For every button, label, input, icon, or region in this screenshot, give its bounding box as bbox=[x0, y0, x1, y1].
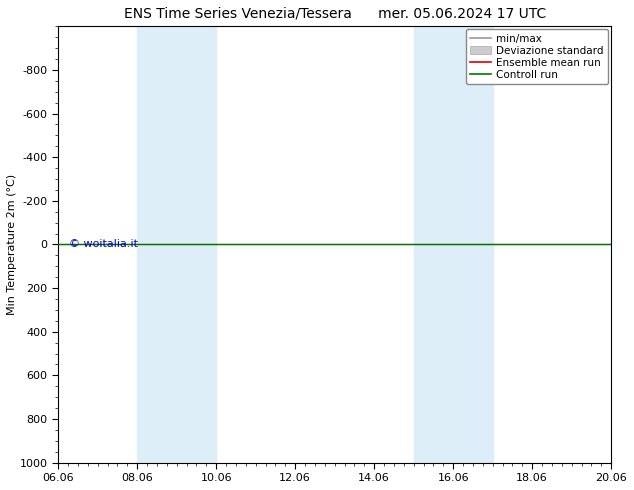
Bar bbox=[453, 26, 493, 463]
Bar bbox=[137, 26, 177, 463]
Bar bbox=[177, 26, 216, 463]
Legend: min/max, Deviazione standard, Ensemble mean run, Controll run: min/max, Deviazione standard, Ensemble m… bbox=[466, 29, 608, 84]
Text: © woitalia.it: © woitalia.it bbox=[69, 240, 138, 249]
Bar bbox=[413, 26, 453, 463]
Title: ENS Time Series Venezia/Tessera      mer. 05.06.2024 17 UTC: ENS Time Series Venezia/Tessera mer. 05.… bbox=[124, 7, 546, 21]
Y-axis label: Min Temperature 2m (°C): Min Temperature 2m (°C) bbox=[7, 174, 17, 315]
